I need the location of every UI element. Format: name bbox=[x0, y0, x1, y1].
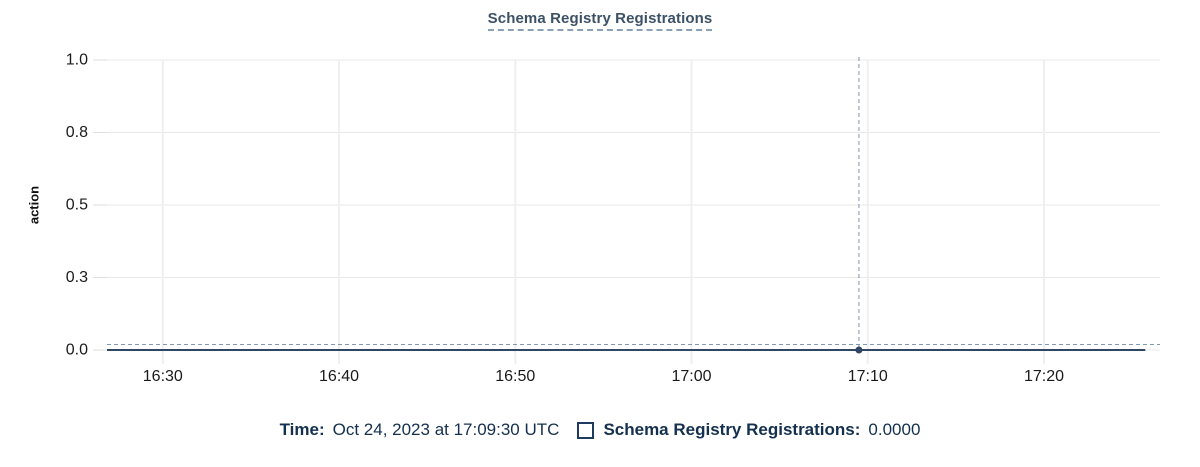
x-tick-label: 17:20 bbox=[1024, 368, 1064, 385]
chart-title[interactable]: Schema Registry Registrations bbox=[487, 10, 713, 31]
x-tick-label: 16:40 bbox=[319, 368, 359, 385]
x-tick-label: 16:50 bbox=[495, 368, 535, 385]
series-checkbox[interactable] bbox=[577, 421, 595, 439]
time-value: Oct 24, 2023 at 17:09:30 UTC bbox=[332, 420, 560, 439]
y-axis-label: action bbox=[27, 186, 42, 224]
chart-header: Schema Registry Registrations bbox=[0, 10, 1200, 31]
series-value: 0.0000 bbox=[868, 420, 921, 439]
y-tick-label: 1.0 bbox=[66, 52, 88, 69]
x-tick-label: 16:30 bbox=[143, 368, 183, 385]
hover-time-entry: Time: Oct 24, 2023 at 17:09:30 UTC bbox=[280, 420, 560, 440]
hover-point bbox=[855, 346, 863, 354]
y-tick-label: 0.5 bbox=[66, 197, 88, 214]
legend-item[interactable]: Schema Registry Registrations: 0.0000 bbox=[577, 420, 920, 440]
time-label: Time: bbox=[279, 420, 325, 439]
x-tick-label: 17:00 bbox=[671, 368, 711, 385]
hover-readout: Time: Oct 24, 2023 at 17:09:30 UTC Schem… bbox=[0, 420, 1200, 440]
y-tick-label: 0.8 bbox=[66, 124, 88, 141]
chart-plot-area[interactable]: 1.0 0.8 0.5 0.3 0.0 16:30 16:40 16:50 17:00 17:10… bbox=[0, 0, 1200, 410]
x-tick-label: 17:10 bbox=[848, 368, 888, 385]
y-tick-label: 0.3 bbox=[66, 269, 88, 286]
y-tick-label: 0.0 bbox=[66, 342, 88, 359]
series-label: Schema Registry Registrations: bbox=[603, 420, 861, 439]
